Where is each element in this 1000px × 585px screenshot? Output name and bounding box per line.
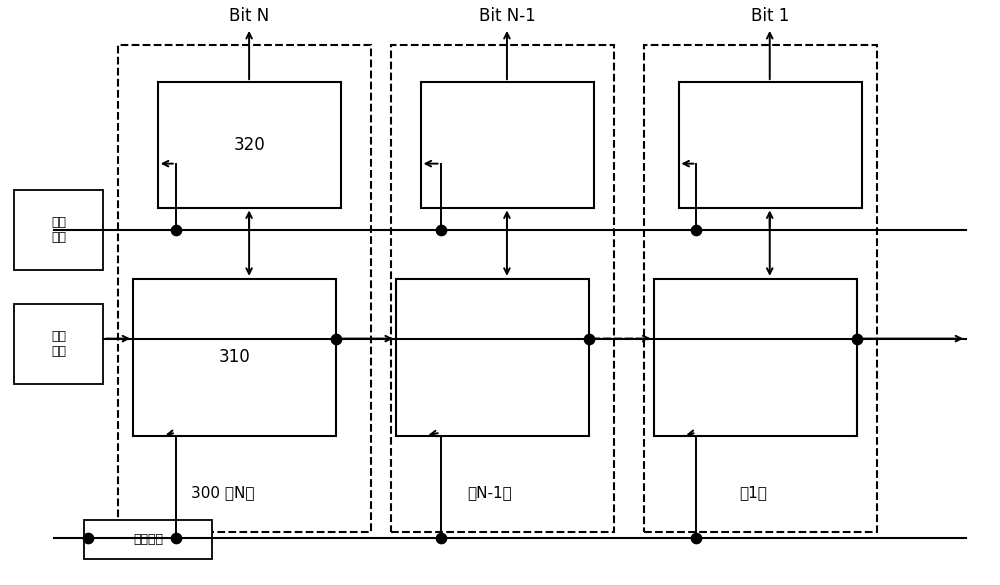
Text: 并行
装载: 并行 装载 [51, 216, 66, 245]
Bar [644, 45, 877, 532]
Point [581, 334, 597, 343]
Text: Bit N-1: Bit N-1 [479, 7, 535, 25]
Bar [84, 521, 212, 559]
Text: Bit 1: Bit 1 [751, 7, 789, 25]
Point [168, 226, 184, 235]
Text: 300 第N级: 300 第N级 [191, 485, 254, 500]
Bar [396, 279, 589, 435]
Point [328, 334, 344, 343]
Text: 串行
输入: 串行 输入 [51, 331, 66, 359]
Point [688, 226, 704, 235]
Bar [158, 82, 341, 208]
Point [433, 534, 449, 543]
Text: 串行时钟: 串行时钟 [133, 534, 163, 546]
Bar [14, 304, 103, 384]
Point [80, 534, 96, 543]
Bar [421, 82, 594, 208]
Text: 310: 310 [219, 348, 251, 366]
Bar [654, 279, 857, 435]
Text: Bit N: Bit N [229, 7, 269, 25]
Point [688, 534, 704, 543]
Text: 320: 320 [234, 136, 265, 154]
Point [849, 334, 865, 343]
Text: 第1级: 第1级 [739, 485, 767, 500]
Point [433, 226, 449, 235]
Bar [14, 191, 103, 270]
Text: 第N-1级: 第N-1级 [468, 485, 512, 500]
Bar [133, 279, 336, 435]
Bar [118, 45, 371, 532]
Point [168, 534, 184, 543]
Bar [679, 82, 862, 208]
Bar [391, 45, 614, 532]
